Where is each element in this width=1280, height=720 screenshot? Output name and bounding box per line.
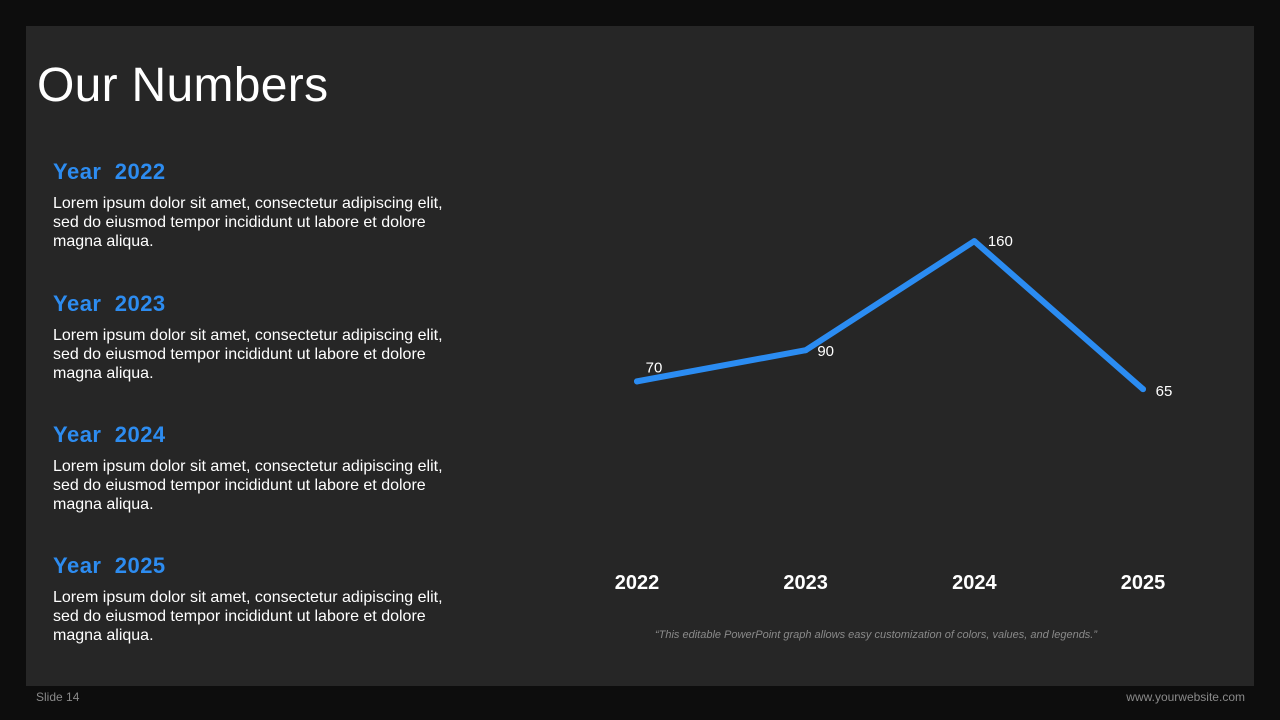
year-heading: Year 2025 [53,553,166,578]
year-description: Lorem ipsum dolor sit amet, consectetur … [53,458,443,513]
data-point-2024 [971,238,978,245]
year-entry-2024: Year 2024 Lorem ipsum dolor sit amet, co… [53,421,453,514]
data-label-2025: 65 [1156,383,1173,400]
slide-number: Slide 14 [36,690,80,704]
data-label-2023: 90 [817,343,834,360]
data-label-2022: 70 [646,359,663,376]
page-title: Our Numbers [37,59,329,112]
year-description: Lorem ipsum dolor sit amet, consectetur … [53,589,443,644]
data-label-2024: 160 [988,233,1013,250]
year-entry-2023: Year 2023 Lorem ipsum dolor sit amet, co… [53,290,453,383]
slide: Our Numbers Year 2022 Lorem ipsum dolor … [26,26,1254,686]
year-description: Lorem ipsum dolor sit amet, consectetur … [53,195,443,250]
data-point-2023 [802,347,809,354]
chart-marks: 70 90 160 65 2022 2023 2024 2025 [615,233,1173,594]
website-link: www.yourwebsite.com [1126,690,1245,704]
year-description: Lorem ipsum dolor sit amet, consectetur … [53,327,443,382]
year-entry-2025: Year 2025 Lorem ipsum dolor sit amet, co… [53,552,453,645]
data-point-2025 [1140,386,1146,393]
x-tick-label-2025: 2025 [1121,572,1166,594]
data-point-2022 [634,378,640,385]
x-tick-label-2024: 2024 [952,572,997,594]
series-line [634,238,1146,393]
year-heading: Year 2024 [53,422,166,447]
chart-footnote: “This editable PowerPoint graph allows e… [655,629,1098,641]
x-tick-label-2023: 2023 [783,572,828,594]
year-heading: Year 2023 [53,291,166,316]
x-tick-label-2022: 2022 [615,572,660,594]
year-entry-2022: Year 2022 Lorem ipsum dolor sit amet, co… [53,158,453,251]
year-heading: Year 2022 [53,159,166,184]
